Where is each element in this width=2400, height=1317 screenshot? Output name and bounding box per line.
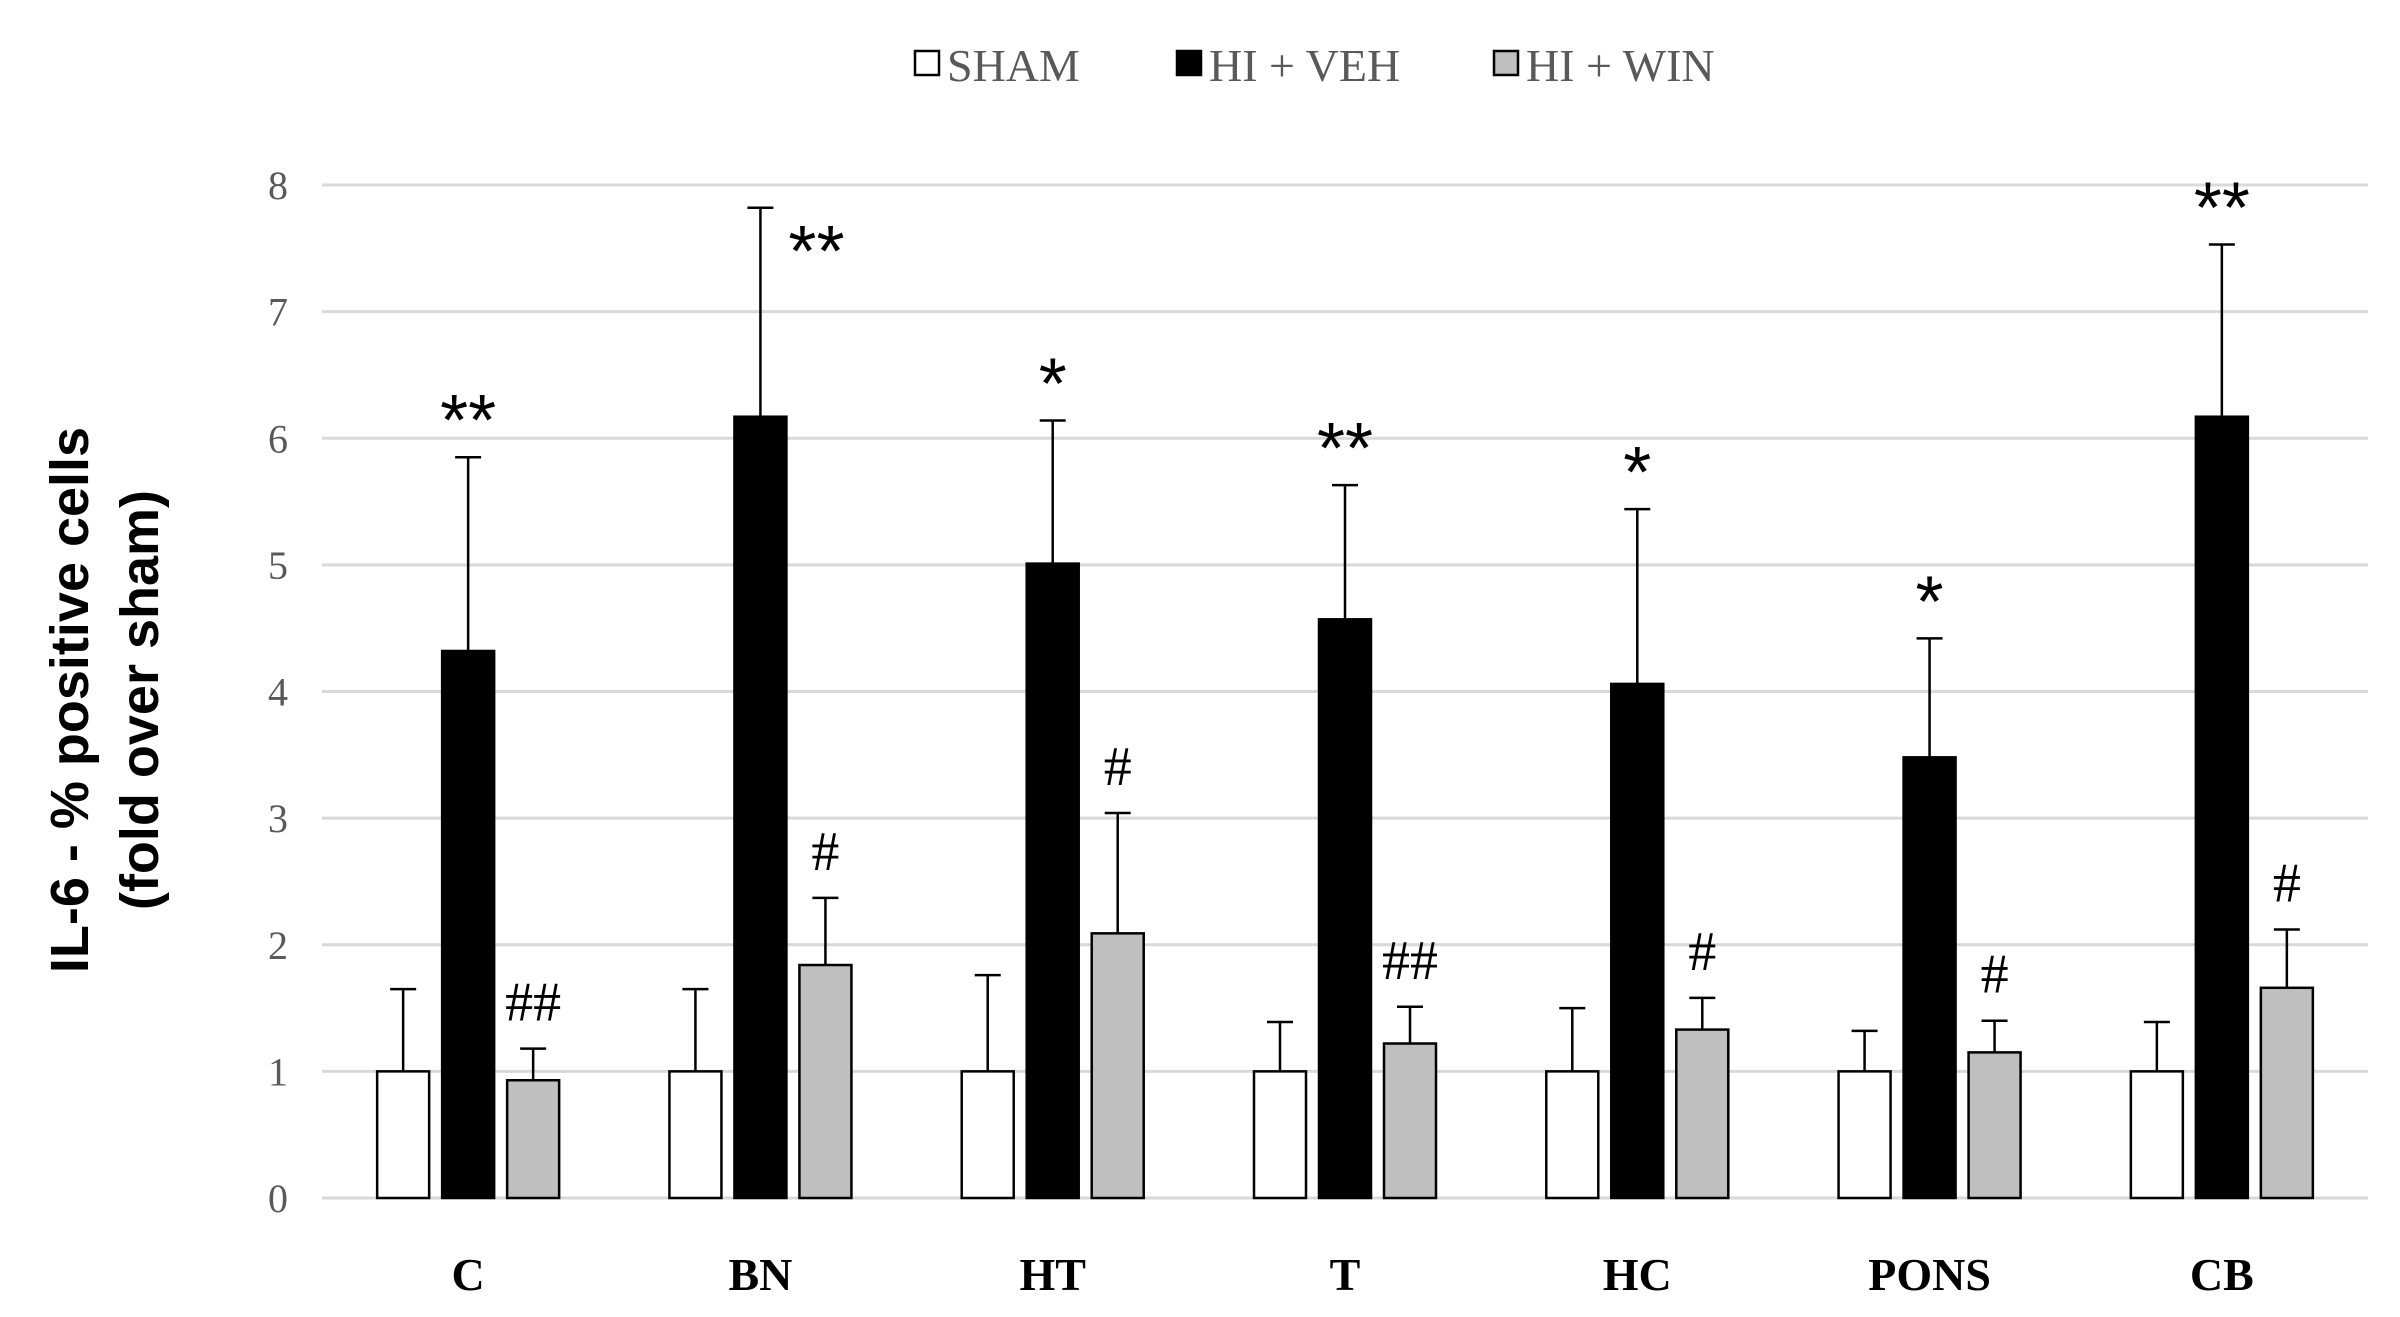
annotation-hi-veh-c: ** (440, 381, 496, 461)
significance-annotations: ** ## ** # * # ** ## * # * # ** # (440, 169, 2301, 1034)
legend-swatch-hi-veh (1175, 49, 1203, 77)
bar-hi-veh-cb (2194, 415, 2250, 1200)
y-tick-label-3: 3 (268, 796, 288, 841)
bar-sham-cb (2129, 1070, 2185, 1200)
bar-hi-win-t (1382, 1042, 1438, 1200)
annotation-hi-win-c: ## (505, 972, 561, 1034)
bar-hi-veh-hc (1610, 682, 1665, 1200)
bar-sham-c (375, 1070, 431, 1200)
category-label-bn: BN (728, 1249, 792, 1300)
legend-swatch-sham (913, 49, 941, 77)
legend-label-sham: SHAM (947, 40, 1080, 91)
bar-sham-pons (1837, 1070, 1892, 1200)
bar-sham-ht (960, 1070, 1015, 1200)
bar-sham-bn (668, 1070, 723, 1200)
y-tick-label-2: 2 (268, 923, 288, 968)
y-axis-title-line-1: IL-6 - % positive cells (40, 427, 100, 973)
annotation-hi-win-hc: # (1688, 921, 1716, 983)
bar-hi-veh-pons (1902, 756, 1957, 1200)
annotation-hi-win-bn: # (811, 821, 839, 883)
bar-sham-hc (1545, 1070, 1600, 1200)
category-label-c: C (452, 1249, 485, 1300)
legend: SHAM HI + VEH HI + WIN (913, 40, 1715, 91)
annotation-hi-veh-t: ** (1317, 409, 1373, 489)
bar-hi-win-hc (1675, 1028, 1730, 1200)
y-tick-label-1: 1 (268, 1049, 288, 1094)
bar-hi-veh-bn (733, 415, 788, 1200)
legend-label-hi-win: HI + WIN (1526, 40, 1715, 91)
bar-sham-t (1252, 1070, 1308, 1200)
annotation-hi-win-cb: # (2273, 853, 2301, 915)
bar-hi-win-c (505, 1078, 561, 1200)
category-label-t: T (1330, 1249, 1361, 1300)
category-label-pons: PONS (1868, 1249, 1991, 1300)
annotation-hi-veh-ht: * (1039, 345, 1067, 425)
annotation-hi-veh-pons: * (1916, 562, 1944, 642)
annotation-hi-veh-cb: ** (2194, 169, 2250, 249)
y-axis-title-line-2: (fold over sham) (110, 490, 170, 910)
x-axis-category-labels: C BN HT T HC PONS CB (452, 1249, 2254, 1300)
y-tick-label-8: 8 (268, 163, 288, 208)
error-bars (390, 206, 2300, 1081)
category-label-hc: HC (1603, 1249, 1672, 1300)
bar-hi-win-pons (1967, 1051, 2022, 1200)
y-tick-label-7: 7 (268, 290, 288, 335)
annotation-hi-win-ht: # (1104, 736, 1132, 798)
bar-hi-veh-c (440, 649, 496, 1200)
y-axis-label: IL-6 - % positive cells (fold over sham) (40, 427, 170, 973)
category-label-ht: HT (1019, 1249, 1085, 1300)
bar-hi-win-bn (798, 963, 853, 1200)
annotation-hi-win-pons: # (1981, 944, 2009, 1006)
bar-hi-veh-t (1317, 618, 1373, 1200)
category-label-cb: CB (2190, 1249, 2254, 1300)
bar-hi-win-ht (1090, 932, 1145, 1200)
y-tick-label-5: 5 (268, 543, 288, 588)
annotation-hi-veh-hc: * (1623, 433, 1651, 513)
annotation-hi-win-t: ## (1382, 930, 1438, 992)
y-tick-label-6: 6 (268, 416, 288, 461)
bars (375, 415, 2315, 1200)
legend-swatch-hi-win (1492, 49, 1520, 77)
y-tick-label-0: 0 (268, 1176, 288, 1221)
bar-hi-veh-ht (1025, 562, 1080, 1200)
legend-label-hi-veh: HI + VEH (1209, 40, 1400, 91)
bar-hi-win-cb (2259, 986, 2315, 1200)
y-axis-ticks: 0 1 2 3 4 5 6 7 8 (268, 163, 288, 1221)
y-tick-label-4: 4 (268, 670, 288, 715)
annotation-hi-veh-bn: ** (788, 212, 844, 292)
